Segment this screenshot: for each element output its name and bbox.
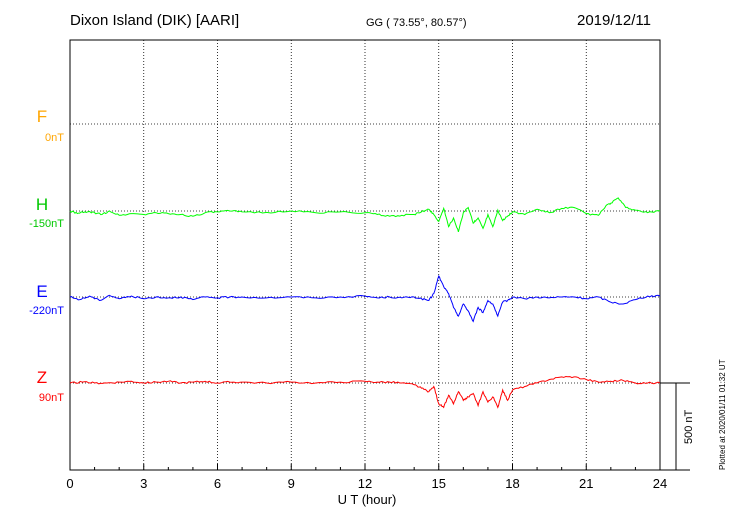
header-station: Dixon Island (DIK) [AARI] — [70, 12, 240, 29]
x-axis-ticks: 0 3 6 9 12 15 18 21 24 — [66, 464, 667, 491]
x-tick-label: 3 — [140, 476, 147, 491]
x-tick-label: 21 — [579, 476, 593, 491]
x-tick-label: 9 — [288, 476, 295, 491]
trace-z — [69, 375, 661, 409]
component-e-offset: -220nT — [29, 305, 64, 317]
x-tick-label: 24 — [653, 476, 667, 491]
plot-timestamp: Plotted at 2020/01/11 01:32 UT — [718, 359, 727, 470]
component-z-offset: 90nT — [38, 392, 64, 404]
component-f-offset: 0nT — [45, 132, 64, 144]
x-tick-label: 6 — [214, 476, 221, 491]
plot-frame — [69, 39, 661, 471]
trace-e — [69, 275, 661, 323]
header-date: 2019/12/11 — [577, 12, 651, 29]
header-coords: GG ( 73.55°, 80.57°) — [366, 17, 467, 29]
component-h-offset: -150nT — [29, 218, 64, 230]
x-tick-label: 18 — [505, 476, 519, 491]
scale-bar-label: 500 nT — [683, 409, 695, 444]
traces — [69, 197, 661, 409]
x-axis-label: U T (hour) — [338, 492, 397, 507]
x-tick-label: 15 — [432, 476, 446, 491]
component-h-letter: H — [35, 195, 49, 214]
trace-h — [69, 197, 661, 233]
component-f-letter: F — [36, 107, 48, 126]
x-tick-label: 0 — [66, 476, 73, 491]
component-z-letter: Z — [36, 368, 48, 387]
scale-bar: 500 nT — [660, 382, 695, 471]
x-tick-label: 12 — [358, 476, 372, 491]
component-e-letter: E — [36, 282, 48, 301]
grid-lines — [70, 40, 660, 470]
